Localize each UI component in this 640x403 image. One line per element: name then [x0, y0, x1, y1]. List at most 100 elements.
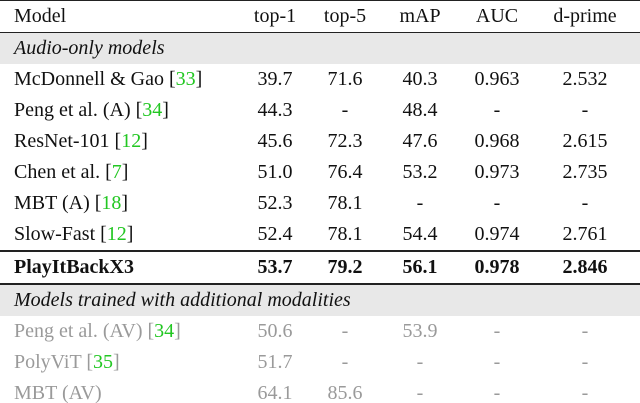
metric-cell: 78.1: [327, 192, 363, 214]
header-row: Model top-1 top-5 mAP AUC d-prime: [0, 1, 640, 32]
model-text: PlayItBackX3: [14, 256, 134, 278]
metric-cell: 45.6: [257, 130, 293, 152]
metric-cell: -: [493, 99, 501, 121]
section-title: Models trained with additional modalitie…: [14, 289, 351, 311]
metric-cell: 71.6: [327, 68, 363, 90]
metric-cell: 0.963: [474, 68, 520, 90]
section-row: Audio-only models: [0, 33, 640, 64]
model-name: PlayItBackX3: [14, 252, 134, 283]
metric-cell: 72.3: [327, 130, 363, 152]
metric-cell: -: [581, 99, 589, 121]
metric-cell: 2.735: [562, 161, 608, 183]
table-row: MBT (A) [18] 52.3 78.1 - - -: [0, 188, 640, 219]
metric-cell: -: [416, 382, 424, 403]
rule: [0, 32, 640, 33]
metric-cell: -: [493, 192, 501, 214]
rule: [0, 250, 640, 252]
model-name: Slow-Fast [12]: [14, 219, 133, 250]
header-cell: d-prime: [553, 5, 617, 27]
section-title: Audio-only models: [14, 37, 165, 59]
model-text: ]: [174, 320, 181, 342]
citation: 35: [93, 351, 113, 373]
table-row: MBT (AV) 64.1 85.6 - - -: [0, 378, 640, 403]
metric-cell: 2.615: [562, 130, 608, 152]
model-name: McDonnell & Gao [33]: [14, 64, 202, 95]
metric-cell: -: [341, 320, 349, 342]
metric-cell: 44.3: [257, 99, 293, 121]
citation: 12: [106, 223, 127, 245]
model-text: ]: [126, 223, 134, 245]
metric-cell: 51.0: [257, 161, 293, 183]
metric-cell: 76.4: [327, 161, 363, 183]
metric-cell: 51.7: [257, 351, 293, 373]
model-name: PolyViT [35]: [14, 347, 120, 378]
table-row: Peng et al. (A) [34] 44.3 - 48.4 - -: [0, 95, 640, 126]
header-cell: AUC: [475, 5, 519, 27]
metric-cell: 0.978: [474, 256, 520, 278]
citation: 33: [175, 68, 196, 90]
table-row: PolyViT [35] 51.7 - - - -: [0, 347, 640, 378]
model-name: MBT (AV): [14, 378, 102, 403]
model-text: Chen et al. [: [14, 161, 112, 183]
model-name: ResNet-101 [12]: [14, 126, 148, 157]
model-name: Chen et al. [7]: [14, 157, 128, 188]
metric-cell: 53.7: [257, 256, 293, 278]
model-text: Peng et al. (A) [: [14, 99, 143, 121]
metric-cell: 52.3: [257, 192, 293, 214]
metric-cell: 53.2: [402, 161, 438, 183]
metric-cell: -: [581, 382, 589, 403]
citation: 34: [142, 99, 163, 121]
model-text: Peng et al. (AV) [: [14, 320, 155, 342]
header-cell: top-5: [323, 5, 367, 27]
model-name: MBT (A) [18]: [14, 188, 128, 219]
table-row: Chen et al. [7] 51.0 76.4 53.2 0.973 2.735: [0, 157, 640, 188]
metric-cell: 64.1: [257, 382, 293, 403]
metric-cell: 0.968: [474, 130, 520, 152]
metric-cell: 85.6: [327, 382, 363, 403]
model-name: Peng et al. (AV) [34]: [14, 316, 181, 347]
table-row: PlayItBackX3 53.7 79.2 56.1 0.978 2.846: [0, 252, 640, 283]
header-cell: Model: [14, 5, 67, 27]
metric-cell: 78.1: [327, 223, 363, 245]
metric-cell: -: [581, 320, 589, 342]
model-text: Slow-Fast [: [14, 223, 107, 245]
model-text: ]: [113, 351, 120, 373]
metric-cell: 2.532: [562, 68, 608, 90]
metric-cell: 39.7: [257, 68, 293, 90]
metric-cell: 50.6: [257, 320, 293, 342]
model-text: ResNet-101 [: [14, 130, 122, 152]
model-text: ]: [141, 130, 148, 152]
model-text: PolyViT [: [14, 351, 93, 373]
metric-cell: 0.974: [474, 223, 520, 245]
metric-cell: -: [493, 320, 501, 342]
metric-cell: 2.846: [562, 256, 608, 278]
model-text: ]: [121, 192, 129, 214]
metric-cell: 79.2: [327, 256, 363, 278]
metric-cell: -: [493, 351, 501, 373]
table-row: Peng et al. (AV) [34] 50.6 - 53.9 - -: [0, 316, 640, 347]
model-text: ]: [162, 99, 169, 121]
model-name: Peng et al. (A) [34]: [14, 95, 169, 126]
metric-cell: -: [416, 351, 424, 373]
metric-cell: 48.4: [402, 99, 438, 121]
metric-cell: -: [581, 351, 589, 373]
metric-cell: 52.4: [257, 223, 293, 245]
table-row: Slow-Fast [12] 52.4 78.1 54.4 0.974 2.761: [0, 219, 640, 250]
metric-cell: -: [416, 192, 424, 214]
metric-cell: 54.4: [402, 223, 438, 245]
citation: 12: [121, 130, 142, 152]
header-cell: top-1: [253, 5, 297, 27]
metric-cell: -: [581, 192, 589, 214]
metric-cell: 2.761: [562, 223, 608, 245]
model-text: McDonnell & Gao [: [14, 68, 176, 90]
metric-cell: 53.9: [402, 320, 438, 342]
metric-cell: 56.1: [402, 256, 438, 278]
citation: 7: [111, 161, 122, 183]
section-row: Models trained with additional modalitie…: [0, 285, 640, 316]
rule: [0, 283, 640, 285]
metric-cell: 0.973: [474, 161, 520, 183]
model-text: MBT (AV): [14, 382, 102, 403]
model-text: ]: [195, 68, 203, 90]
header-cell: mAP: [399, 5, 441, 27]
metric-cell: 40.3: [402, 68, 438, 90]
